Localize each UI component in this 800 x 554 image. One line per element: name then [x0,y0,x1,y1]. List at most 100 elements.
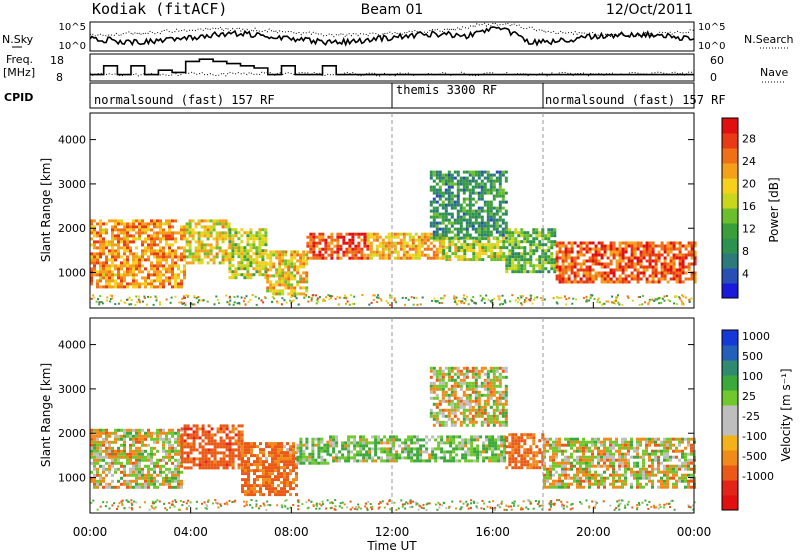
heatmap-cell [201,451,205,455]
heatmap-cell [171,264,174,268]
heatmap-cell [498,206,502,210]
heatmap-cell [117,446,120,450]
heatmap-cell [102,476,105,480]
heatmap-cell [280,442,283,446]
heatmap-cell [535,258,539,262]
heatmap-cell [471,405,475,409]
heatmap-cell [505,246,509,250]
heatmap-cell [616,296,619,299]
heatmap-cell [147,485,150,489]
heatmap-cell [345,250,349,254]
heatmap-cell [174,261,177,265]
heatmap-cell [269,286,273,290]
heatmap-cell [479,450,483,454]
heatmap-cell [407,444,411,448]
heatmap-cell [174,273,177,277]
heatmap-cell [579,464,582,468]
heatmap-cell [508,234,512,238]
heatmap-cell [669,259,673,263]
heatmap-cell [114,267,117,271]
heatmap-cell [174,473,177,477]
heatmap-cell [518,298,521,301]
date-title: 12/Oct/2011 [606,2,693,18]
heatmap-cell [93,246,96,250]
heatmap-cell [185,240,189,244]
heatmap-cell [393,247,397,251]
heatmap-cell [198,457,202,461]
heatmap-cell [657,250,661,254]
heatmap-cell [330,232,334,236]
heatmap-cell [561,464,564,468]
heatmap-cell [495,390,499,394]
heatmap-cell [247,300,250,303]
heatmap-cell [177,285,180,289]
heatmap-cell [605,300,608,303]
heatmap-cell [228,276,232,280]
heatmap-cell [326,446,330,450]
heatmap-cell [156,231,159,235]
heatmap-cell [655,297,657,300]
heatmap-cell [453,206,457,210]
heatmap-cell [657,259,661,263]
heatmap-cell [237,448,241,452]
heatmap-cell [435,194,439,198]
heatmap-cell [243,255,247,259]
heatmap-cell [447,230,451,234]
heatmap-cell [200,225,204,229]
heatmap-cell [432,238,436,242]
heatmap-cell [661,297,664,300]
heatmap-cell [275,271,279,275]
heatmap-cell [579,467,582,471]
heatmap-cell [120,464,123,468]
heatmap-cell [174,249,177,253]
heatmap-cell [120,219,123,223]
heatmap-cell [105,431,108,435]
heatmap-cell [419,447,423,451]
heatmap-cell [660,244,664,248]
heatmap-cell [549,470,552,474]
heatmap-cell [191,228,195,232]
heatmap-cell [404,456,408,460]
heatmap-cell [443,459,447,463]
heatmap-cell [126,285,129,289]
heatmap-cell [609,259,613,263]
heatmap-cell [483,393,487,397]
heatmap-cell [213,454,217,458]
heatmap-cell [511,249,515,253]
heatmap-cell [321,232,325,236]
heatmap-cell [213,303,216,306]
heatmap-cell [335,459,339,463]
heatmap-cell [444,423,448,427]
heatmap-cell [250,445,253,449]
heatmap-cell [259,451,262,455]
heatmap-cell [237,252,241,256]
heatmap-cell [450,399,454,403]
heatmap-cell [549,476,552,480]
heatmap-cell [508,264,512,268]
heatmap-cell [550,246,554,250]
heatmap-cell [206,261,210,265]
heatmap-cell [553,228,557,232]
heatmap-cell [435,236,439,240]
heatmap-cell [277,463,280,467]
heatmap-cell [147,222,150,226]
heatmap-cell [147,467,150,471]
heatmap-cell [441,179,445,183]
heatmap-cell [129,273,132,277]
heatmap-cell [126,434,129,438]
heatmap-cell [240,255,244,259]
heatmap-cell [93,452,96,456]
heatmap-cell [565,298,568,301]
heatmap-cell [234,270,238,274]
heatmap-cell [231,246,235,250]
heatmap-cell [244,472,247,476]
heatmap-cell [447,387,451,391]
heatmap-cell [224,225,228,229]
heatmap-cell [330,296,332,299]
heatmap-cell [348,303,351,306]
heatmap-cell [210,433,214,437]
heatmap-cell [462,378,466,382]
heatmap-cell [277,490,280,494]
heatmap-cell [231,252,235,256]
heatmap-cell [305,280,309,284]
